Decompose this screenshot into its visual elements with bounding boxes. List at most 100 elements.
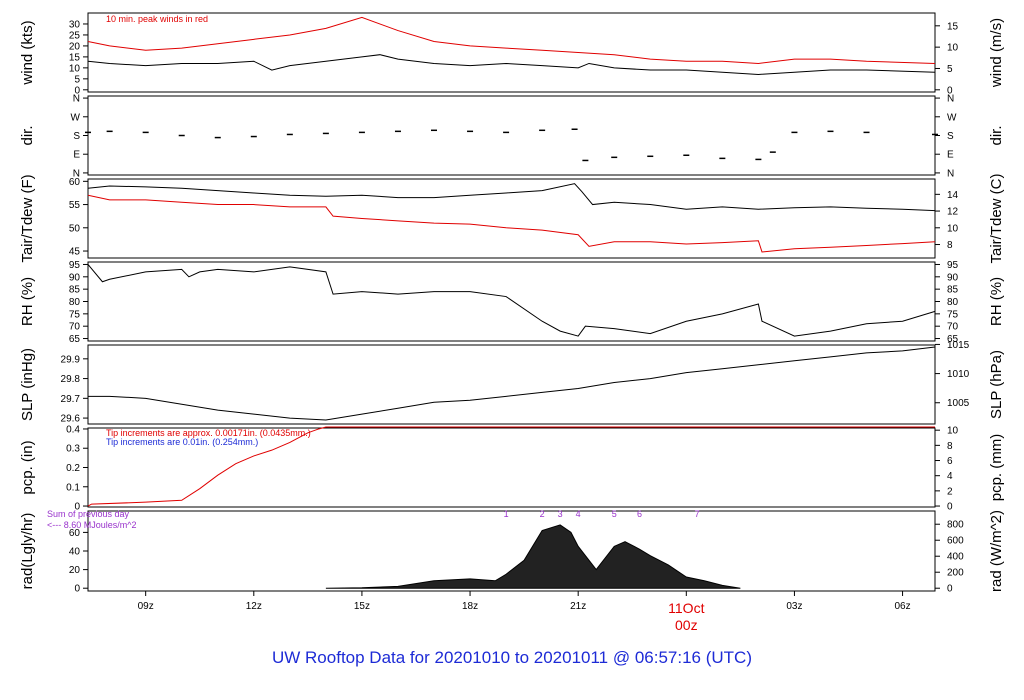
pcp-tip-note-0: Tip increments are approx. 0.00171in. (0… <box>106 428 311 438</box>
chart-wind-ytick-label: 0 <box>74 85 80 96</box>
rad-marker: 3 <box>558 509 563 519</box>
rad-marker: 5 <box>612 509 617 519</box>
chart-dir-frame <box>87 95 936 176</box>
chart-pcp-rtick-label: 4 <box>947 471 953 482</box>
chart-rad-rtick-label: 400 <box>947 552 964 563</box>
rad-marker: 2 <box>540 509 545 519</box>
chart-slp-ytick-label: 29.6 <box>61 414 81 425</box>
chart-wind-ytick-label: 20 <box>69 41 81 52</box>
chart-wind-rtick-label: 0 <box>947 85 953 96</box>
chart-slp-ytick-label: 29.7 <box>61 394 81 405</box>
chart-wind-ylabel-right: wind (m/s) <box>988 18 1005 88</box>
chart-slp-series-line-0 <box>88 346 936 421</box>
chart-rh-ytick-label: 70 <box>69 322 81 333</box>
chart-slp-ylabel-right: SLP (hPa) <box>988 350 1005 419</box>
chart-dir-ytick-label: W <box>71 112 81 123</box>
chart-dir-ytick-label: E <box>73 150 80 161</box>
chart-rad-rtick-label: 0 <box>947 584 953 595</box>
chart-dir-ytick-label: N <box>73 94 80 105</box>
chart-rh-ylabel: RH (%) <box>19 277 36 326</box>
pcp-tip-note-1: Tip increments are 0.01in. (0.254mm.) <box>106 437 258 447</box>
chart-rh-series-line-0 <box>87 264 936 337</box>
chart-slp-frame <box>87 344 936 425</box>
rad-sum-value: <--- 8.60 MJoules/m^2 <box>47 520 137 530</box>
chart-wind-ytick-label: 30 <box>69 19 81 30</box>
chart-temp-ylabel: Tair/Tdew (F) <box>19 174 36 262</box>
chart-rad-ylabel-right: rad (W/m^2) <box>988 510 1005 592</box>
chart-wind-ytick-label: 15 <box>69 52 81 63</box>
chart-rh-rtick-label: 85 <box>947 285 959 296</box>
page-title: UW Rooftop Data for 20201010 to 20201011… <box>271 648 752 667</box>
chart-temp-rtick-label: 12 <box>947 207 959 218</box>
chart-temp-rtick-label: 8 <box>947 240 953 251</box>
chart-rh-rtick-label: 80 <box>947 297 959 308</box>
chart-rad-rtick-label: 600 <box>947 536 964 547</box>
chart-rad-rtick-label: 800 <box>947 520 964 531</box>
chart-pcp-rtick-label: 2 <box>947 486 953 497</box>
chart-rad-ytick-label: 20 <box>69 565 81 576</box>
chart-temp-series-line-0 <box>87 183 936 212</box>
date-marker-day: 11Oct <box>668 600 704 616</box>
chart-rh-rtick-label: 75 <box>947 309 959 320</box>
chart-temp-ytick-label: 60 <box>69 177 81 188</box>
chart-pcp-series-line-0 <box>87 426 935 507</box>
chart-pcp-rtick-label: 8 <box>947 441 953 452</box>
chart-wind-series-line-0 <box>87 54 936 75</box>
chart-temp-ytick-label: 50 <box>69 223 81 234</box>
x-tick-label: 09z <box>138 601 154 612</box>
chart-rad-ytick-label: 40 <box>69 547 81 558</box>
rad-marker: 6 <box>637 509 642 519</box>
chart-wind-rtick-label: 10 <box>947 43 959 54</box>
chart-rh-ytick-label: 95 <box>69 260 81 271</box>
chart-dir-rtick-label: N <box>947 168 954 179</box>
chart-pcp-ytick-label: 0 <box>74 502 80 513</box>
chart-wind-frame <box>87 12 936 93</box>
chart-pcp-rtick-label: 0 <box>947 502 953 513</box>
chart-wind-ytick-label: 5 <box>74 74 80 85</box>
chart-pcp-rtick-label: 10 <box>947 426 959 437</box>
chart-rh-frame <box>87 261 936 342</box>
chart-dir-ylabel-right: dir. <box>988 125 1005 145</box>
rad-marker: 7 <box>695 509 700 519</box>
chart-rh-ytick-label: 85 <box>69 285 81 296</box>
chart-rh-rtick-label: 65 <box>947 334 959 345</box>
chart-pcp-ytick-label: 0.3 <box>66 444 80 455</box>
chart-rh-ytick-label: 65 <box>69 334 81 345</box>
chart-pcp-ytick-label: 0.2 <box>66 463 80 474</box>
chart-temp-series-line-1 <box>87 194 936 253</box>
chart-pcp-rtick-label: 6 <box>947 456 953 467</box>
chart-slp-ytick-label: 29.8 <box>61 374 81 385</box>
chart-rad-ylabel: rad(Lgly/hr) <box>19 513 36 590</box>
x-tick-label: 03z <box>786 601 802 612</box>
chart-dir-ytick-label: S <box>73 131 80 142</box>
chart-slp-rtick-label: 1010 <box>947 369 970 380</box>
chart-pcp-ytick-label: 0.1 <box>66 482 80 493</box>
chart-rad-ytick-label: 0 <box>74 584 80 595</box>
chart-temp-frame <box>87 178 936 259</box>
chart-pcp-ylabel-right: pcp. (mm) <box>988 434 1005 502</box>
chart-dir-ytick-label: N <box>73 168 80 179</box>
rad-sum-note: Sum of previous day <box>47 509 130 519</box>
chart-rh-rtick-label: 70 <box>947 322 959 333</box>
chart-rh-ytick-label: 75 <box>69 309 81 320</box>
chart-rad-ytick-label: 60 <box>69 528 81 539</box>
chart-rh-rtick-label: 90 <box>947 272 959 283</box>
chart-rad-series-area <box>325 524 741 589</box>
chart-dir-rtick-label: S <box>947 131 954 142</box>
chart-temp-rtick-label: 14 <box>947 190 959 201</box>
chart-rh-rtick-label: 95 <box>947 260 959 271</box>
date-marker-hour: 00z <box>675 617 698 633</box>
chart-slp-ylabel: SLP (inHg) <box>19 348 36 421</box>
chart-dir-ylabel: dir. <box>19 125 36 145</box>
chart-wind-series-line-1 <box>87 16 936 64</box>
chart-temp-ytick-label: 55 <box>69 200 81 211</box>
chart-pcp-ytick-label: 0.4 <box>66 424 80 435</box>
x-tick-label: 18z <box>462 601 478 612</box>
chart-wind-rtick-label: 5 <box>947 64 953 75</box>
chart-wind-rtick-label: 15 <box>947 21 959 32</box>
chart-rad-rtick-label: 200 <box>947 568 964 579</box>
chart-wind-ytick-label: 10 <box>69 63 81 74</box>
chart-rh-ytick-label: 80 <box>69 297 81 308</box>
chart-slp-rtick-label: 1005 <box>947 398 970 409</box>
